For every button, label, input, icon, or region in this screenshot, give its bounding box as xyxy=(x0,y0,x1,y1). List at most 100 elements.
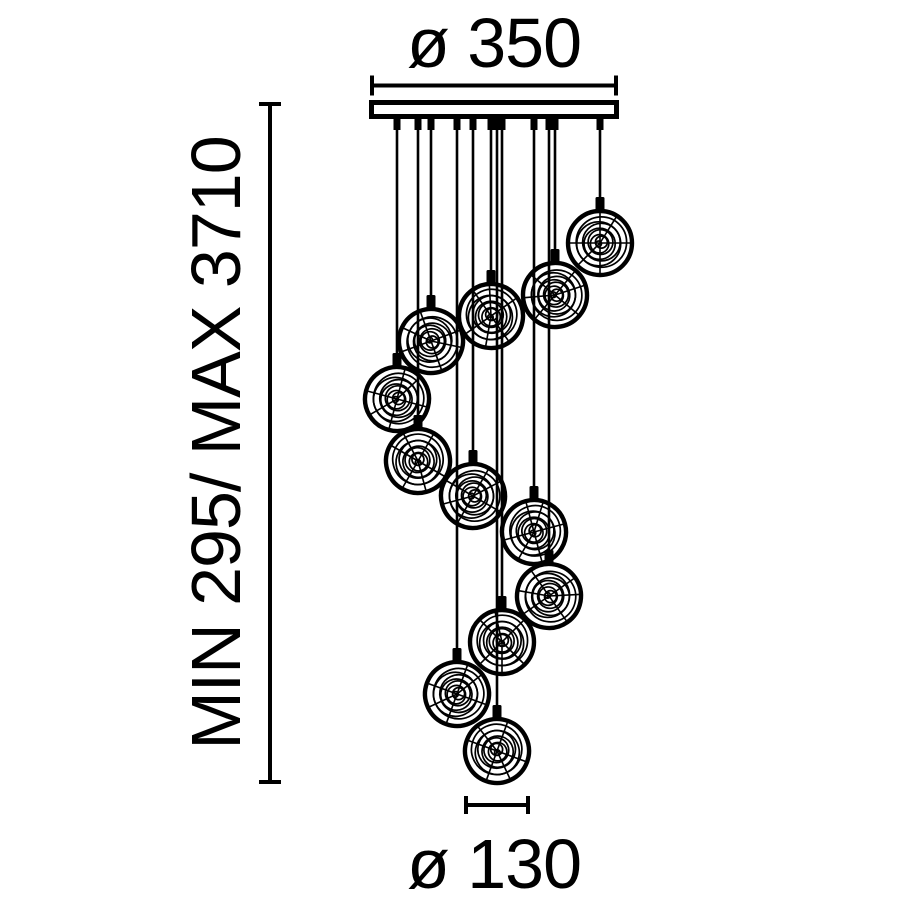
globe-ring-wire xyxy=(379,383,413,417)
globe-ring-wire xyxy=(509,504,562,557)
globe-outer-rim xyxy=(422,659,492,729)
globe-ring-wire xyxy=(488,627,515,655)
cable-grip xyxy=(493,117,501,130)
globe-ring-wire xyxy=(477,301,505,329)
cable-grip xyxy=(596,117,604,130)
pendant-globe xyxy=(362,353,432,434)
globe-diameter-dimension: ø 130 xyxy=(407,796,582,900)
globe-ring-wire xyxy=(483,736,510,764)
globe-ring-wire xyxy=(521,517,548,545)
globe-ring-wire xyxy=(384,385,411,412)
globe-ring-wire xyxy=(523,522,544,543)
globe-ring-wire xyxy=(481,306,502,327)
pendant-globe xyxy=(438,450,508,531)
globe-wire-mesh xyxy=(396,306,466,376)
globe-diameter-label: ø 130 xyxy=(407,825,581,900)
globe-ring-wire xyxy=(420,330,441,351)
globe-ring-wire xyxy=(524,570,577,623)
globe-ring-wire xyxy=(587,228,614,256)
globe-ring-wire xyxy=(530,269,583,322)
pendant-globe xyxy=(396,295,466,376)
globe-wire-mesh xyxy=(565,208,635,278)
pendant-globe xyxy=(456,270,526,351)
globe-ring-wire xyxy=(462,486,483,507)
globe-ring-wire xyxy=(465,288,518,341)
globe-ring-wire xyxy=(408,451,429,472)
globe-ring-wire xyxy=(495,633,510,648)
cable-grip xyxy=(487,117,495,130)
globe-ring-wire xyxy=(386,389,407,410)
globe-ring-wire xyxy=(583,227,617,261)
globe-ring-wire xyxy=(476,614,529,667)
globe-ring-wire xyxy=(589,233,610,254)
canopy-diameter-dimension: ø 350 xyxy=(370,4,618,96)
globe-ring-wire xyxy=(372,372,425,425)
globe-ring-wire xyxy=(481,735,515,769)
pendant-globe xyxy=(520,249,590,330)
globe-wire-mesh xyxy=(514,561,584,631)
globe-wire-mesh xyxy=(462,716,532,786)
globe-ring-wire xyxy=(531,579,565,613)
globe-outer-rim xyxy=(514,561,584,631)
drop-height-label: MIN 295/ MAX 3710 xyxy=(177,136,255,749)
globe-ring-wire xyxy=(528,523,542,538)
globe-wire-mesh xyxy=(456,281,526,351)
globe-ring-wire xyxy=(404,446,431,474)
ceiling-canopy-plate xyxy=(369,100,619,119)
globe-ring-wire xyxy=(484,307,499,322)
globe-ring-wire xyxy=(460,482,488,509)
cable-grip xyxy=(545,117,553,130)
globe-ring-wire xyxy=(425,335,440,349)
globe-ring-wire xyxy=(467,489,482,503)
globe-ring-wire xyxy=(402,445,435,479)
globe-ring-wire xyxy=(544,285,565,306)
globe-ring-wire xyxy=(448,469,501,522)
globe-ring-wire xyxy=(594,235,609,249)
globe-ring-wire xyxy=(575,216,628,269)
cable-grip xyxy=(414,117,422,130)
pendant-globe xyxy=(514,550,584,631)
globe-ring-wire xyxy=(411,452,425,467)
globe-ring-wire xyxy=(517,516,551,550)
globe-ring-wire xyxy=(446,684,467,705)
canopy-diameter-label: ø 350 xyxy=(407,4,581,82)
pendant-globe xyxy=(462,705,532,786)
globe-ring-wire xyxy=(439,678,473,712)
drop-height-dimension: MIN 295/ MAX 3710 xyxy=(177,102,281,784)
globe-ring-wire xyxy=(451,686,466,701)
cable-grip xyxy=(469,117,477,130)
cable-grip xyxy=(453,117,461,130)
globe-ring-wire xyxy=(542,281,570,308)
globe-wire-mesh xyxy=(499,497,569,567)
pendant-cluster xyxy=(362,117,635,786)
globe-ring-wire xyxy=(487,741,508,762)
globe-outer-rim xyxy=(520,260,590,330)
globe-wire-mesh xyxy=(362,364,432,434)
cable-grip xyxy=(498,117,506,130)
cable-grip xyxy=(427,117,435,130)
globe-ring-wire xyxy=(549,288,564,303)
globe-ring-wire xyxy=(474,300,508,334)
globe-wire-mesh xyxy=(422,659,492,729)
cable-grip xyxy=(393,117,401,130)
pendant-globe xyxy=(467,596,537,677)
globe-ring-wire xyxy=(470,723,523,776)
globe-ring-wire xyxy=(444,680,472,707)
globe-ring-wire xyxy=(418,327,446,355)
cable-grip xyxy=(551,117,559,130)
globe-ring-wire xyxy=(537,278,571,312)
globe-ring-wire xyxy=(536,582,564,610)
globe-ring-wire xyxy=(406,315,459,369)
globe-wire-mesh xyxy=(438,461,508,531)
globe-ring-wire xyxy=(492,632,513,653)
globe-ring-wire xyxy=(391,433,444,486)
globe-ring-wire xyxy=(455,480,489,513)
pendant-globe xyxy=(565,197,635,278)
globe-ring-wire xyxy=(485,626,519,660)
pendant-globe xyxy=(422,648,492,729)
globe-outer-rim xyxy=(362,364,432,434)
globe-wire-mesh xyxy=(467,607,537,677)
globe-ring-wire xyxy=(543,589,558,604)
